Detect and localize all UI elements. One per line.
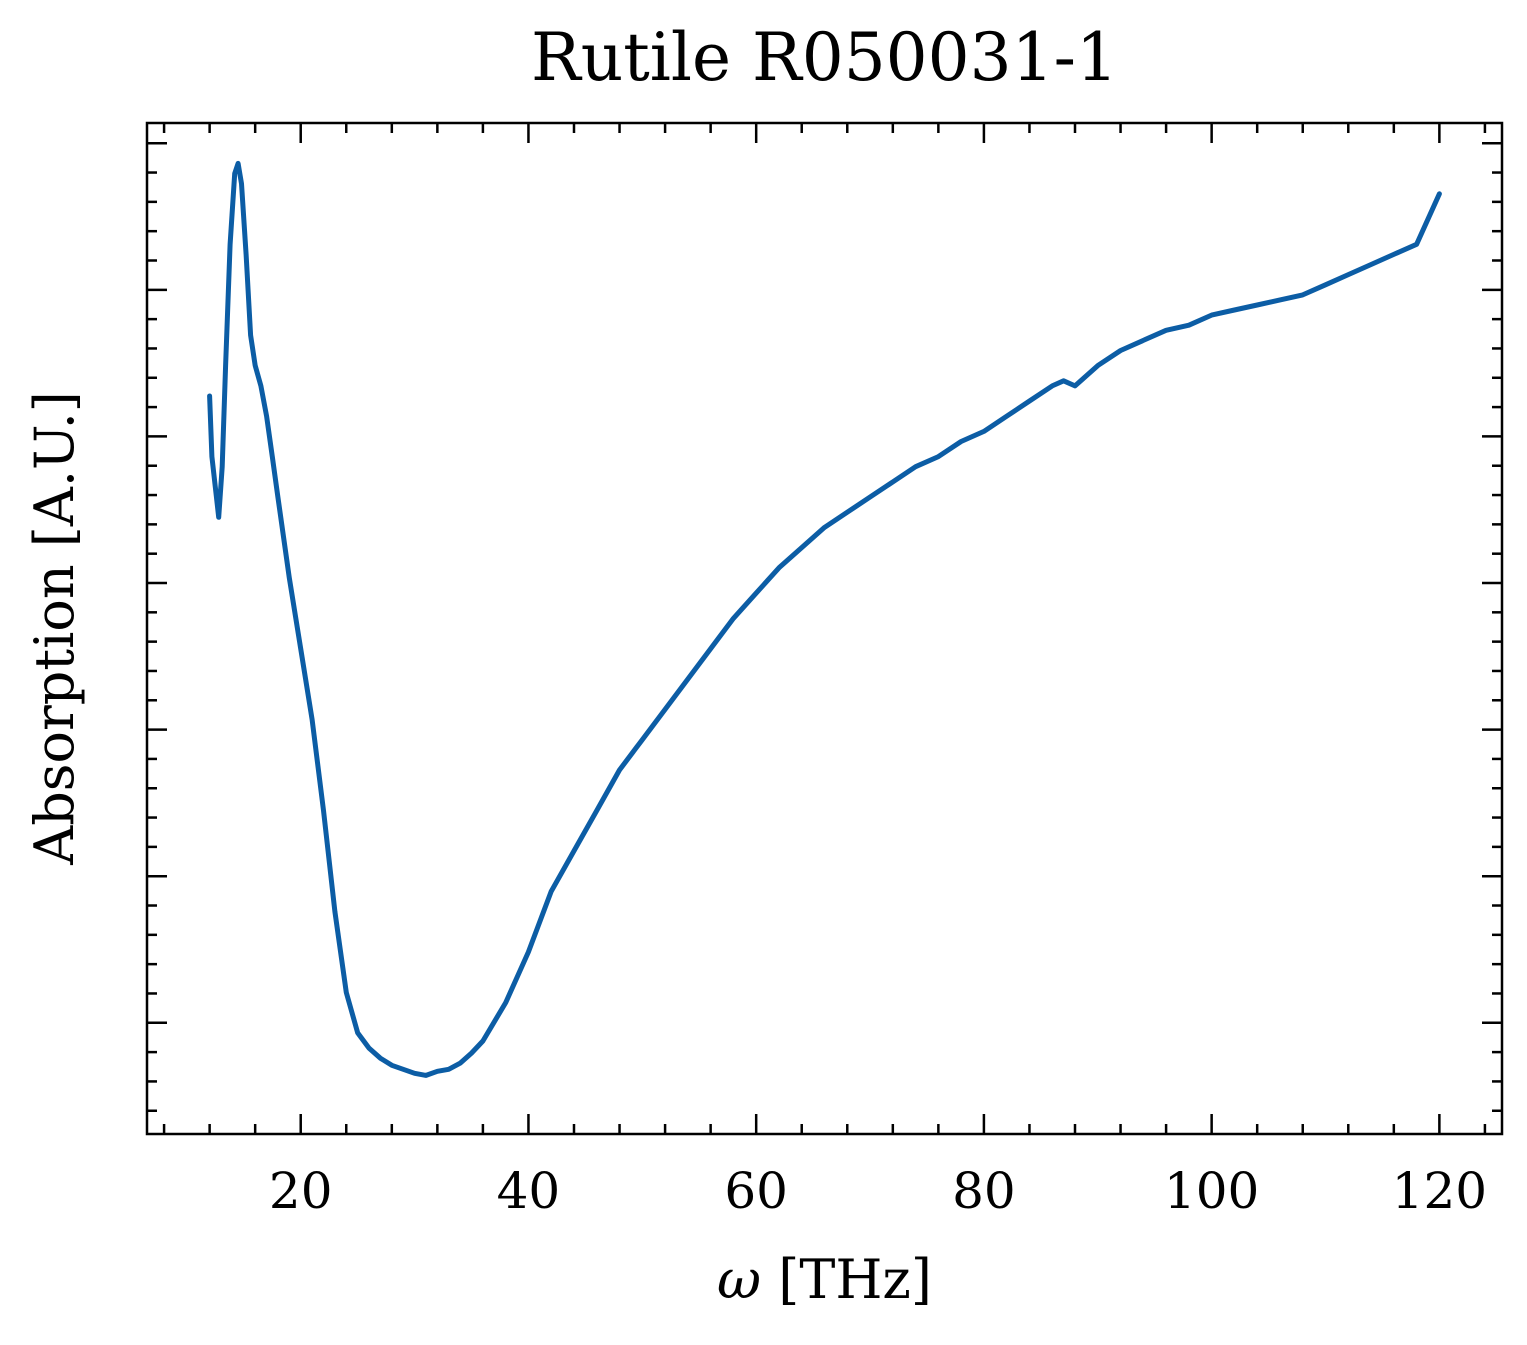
x-tick-label: 20	[269, 1162, 333, 1220]
x-tick-label: 100	[1164, 1162, 1259, 1220]
x-tick-label: 80	[952, 1162, 1016, 1220]
plot-frame	[145, 121, 1504, 1136]
x-tick-label: 40	[497, 1162, 561, 1220]
y-axis-label: Absorption [A.U.]	[23, 391, 86, 865]
x-tick-label: 120	[1392, 1162, 1487, 1220]
chart-title: Rutile R050031-1	[531, 19, 1118, 96]
ticks-layer	[147, 123, 1502, 1134]
x-axis-symbol: ω	[717, 1248, 762, 1311]
absorption-series-line	[207, 160, 1442, 1078]
tick-labels-layer: 20 40 60 80 100 120	[269, 1162, 1487, 1220]
x-axis-label: ω [THz]	[147, 1245, 1502, 1315]
x-axis-unit: [THz]	[778, 1248, 932, 1311]
x-tick-label: 60	[724, 1162, 788, 1220]
